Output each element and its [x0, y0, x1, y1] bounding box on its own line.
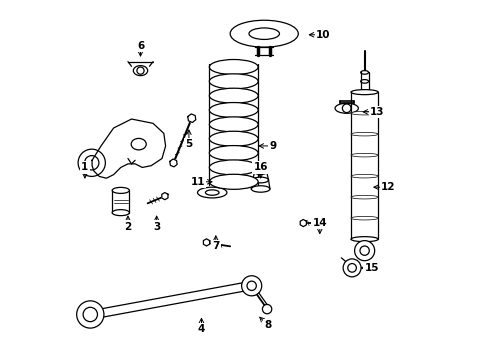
- Ellipse shape: [209, 74, 258, 89]
- Circle shape: [77, 301, 104, 328]
- Circle shape: [84, 156, 99, 170]
- Polygon shape: [187, 114, 195, 122]
- Ellipse shape: [209, 117, 258, 132]
- Circle shape: [359, 246, 368, 255]
- Text: 5: 5: [185, 139, 192, 149]
- Ellipse shape: [359, 90, 369, 94]
- Ellipse shape: [350, 90, 378, 95]
- Ellipse shape: [112, 188, 129, 193]
- Ellipse shape: [360, 71, 368, 74]
- Ellipse shape: [350, 195, 378, 199]
- Text: 12: 12: [380, 182, 394, 192]
- Ellipse shape: [209, 174, 258, 189]
- Text: 14: 14: [312, 218, 326, 228]
- Text: 16: 16: [253, 162, 267, 172]
- Ellipse shape: [248, 28, 279, 40]
- Ellipse shape: [209, 160, 258, 175]
- Ellipse shape: [334, 103, 358, 113]
- Circle shape: [262, 305, 271, 314]
- Ellipse shape: [350, 174, 378, 178]
- Text: 9: 9: [269, 141, 276, 151]
- Ellipse shape: [197, 187, 226, 198]
- Polygon shape: [94, 282, 249, 319]
- Polygon shape: [203, 239, 209, 246]
- Ellipse shape: [230, 20, 298, 47]
- Text: 10: 10: [316, 30, 330, 40]
- Ellipse shape: [131, 138, 146, 150]
- FancyBboxPatch shape: [112, 190, 129, 213]
- Text: 1: 1: [81, 162, 88, 172]
- Circle shape: [83, 307, 97, 321]
- Polygon shape: [162, 193, 168, 200]
- Text: 13: 13: [369, 107, 384, 117]
- Circle shape: [343, 259, 360, 277]
- Text: 4: 4: [197, 324, 205, 334]
- Ellipse shape: [360, 80, 368, 83]
- Ellipse shape: [209, 103, 258, 118]
- Ellipse shape: [209, 131, 258, 146]
- Ellipse shape: [350, 132, 378, 136]
- Polygon shape: [169, 159, 177, 167]
- Circle shape: [354, 240, 374, 261]
- Ellipse shape: [252, 177, 268, 183]
- Ellipse shape: [350, 111, 378, 115]
- Circle shape: [347, 264, 356, 272]
- Circle shape: [342, 104, 350, 113]
- Circle shape: [78, 149, 105, 176]
- Polygon shape: [300, 220, 306, 226]
- Ellipse shape: [112, 210, 129, 216]
- Ellipse shape: [350, 237, 378, 242]
- Ellipse shape: [133, 66, 147, 76]
- Ellipse shape: [209, 88, 258, 103]
- Text: 11: 11: [190, 177, 204, 187]
- Circle shape: [241, 276, 261, 296]
- Circle shape: [137, 67, 144, 74]
- Text: 15: 15: [364, 263, 378, 273]
- Polygon shape: [92, 119, 165, 178]
- Ellipse shape: [350, 153, 378, 157]
- Ellipse shape: [205, 190, 219, 195]
- Ellipse shape: [254, 170, 266, 175]
- Ellipse shape: [209, 145, 258, 161]
- Circle shape: [246, 281, 256, 291]
- Text: 3: 3: [153, 222, 160, 231]
- Text: 6: 6: [137, 41, 144, 50]
- Text: 2: 2: [124, 222, 131, 231]
- Ellipse shape: [251, 186, 269, 192]
- Ellipse shape: [209, 59, 258, 75]
- Text: 8: 8: [264, 320, 271, 330]
- Ellipse shape: [350, 216, 378, 220]
- Text: 7: 7: [212, 241, 219, 251]
